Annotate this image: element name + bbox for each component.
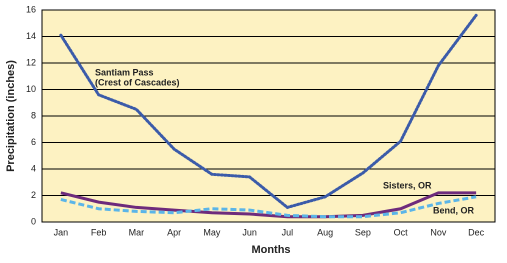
y-tick-label: 10 [26,84,36,94]
y-tick-label: 8 [31,110,36,120]
y-tick-label: 0 [31,216,36,226]
x-tick-label: Jan [54,227,69,237]
x-tick-label: Nov [430,227,447,237]
y-tick-label: 14 [26,31,36,41]
x-axis-title: Months [251,244,290,256]
series-label: Sisters, OR [383,180,432,190]
series-line [59,13,478,210]
annotation: (Crest of Cascades) [95,77,180,87]
x-tick-label: Aug [317,227,333,237]
y-tick-label: 16 [26,4,36,14]
x-tick-label: Mar [129,227,145,237]
x-tick-label: Oct [394,227,409,237]
x-tick-label: Apr [167,227,181,237]
series-label: Bend, OR [433,205,475,215]
x-tick-label: Jul [282,227,294,237]
x-tick-label: Dec [468,227,485,237]
y-tick-label: 12 [26,57,36,67]
y-tick-label: 4 [31,163,36,173]
series-label: Santiam Pass [95,67,154,77]
y-tick-label: 2 [31,190,36,200]
x-tick-label: May [203,227,221,237]
x-tick-label: Jun [242,227,257,237]
x-tick-label: Sep [355,227,371,237]
series-line [60,195,477,219]
series-line [60,191,477,219]
y-tick-label: 6 [31,137,36,147]
x-tick-label: Feb [91,227,107,237]
y-axis-title: Precipitation (inches) [5,60,17,172]
